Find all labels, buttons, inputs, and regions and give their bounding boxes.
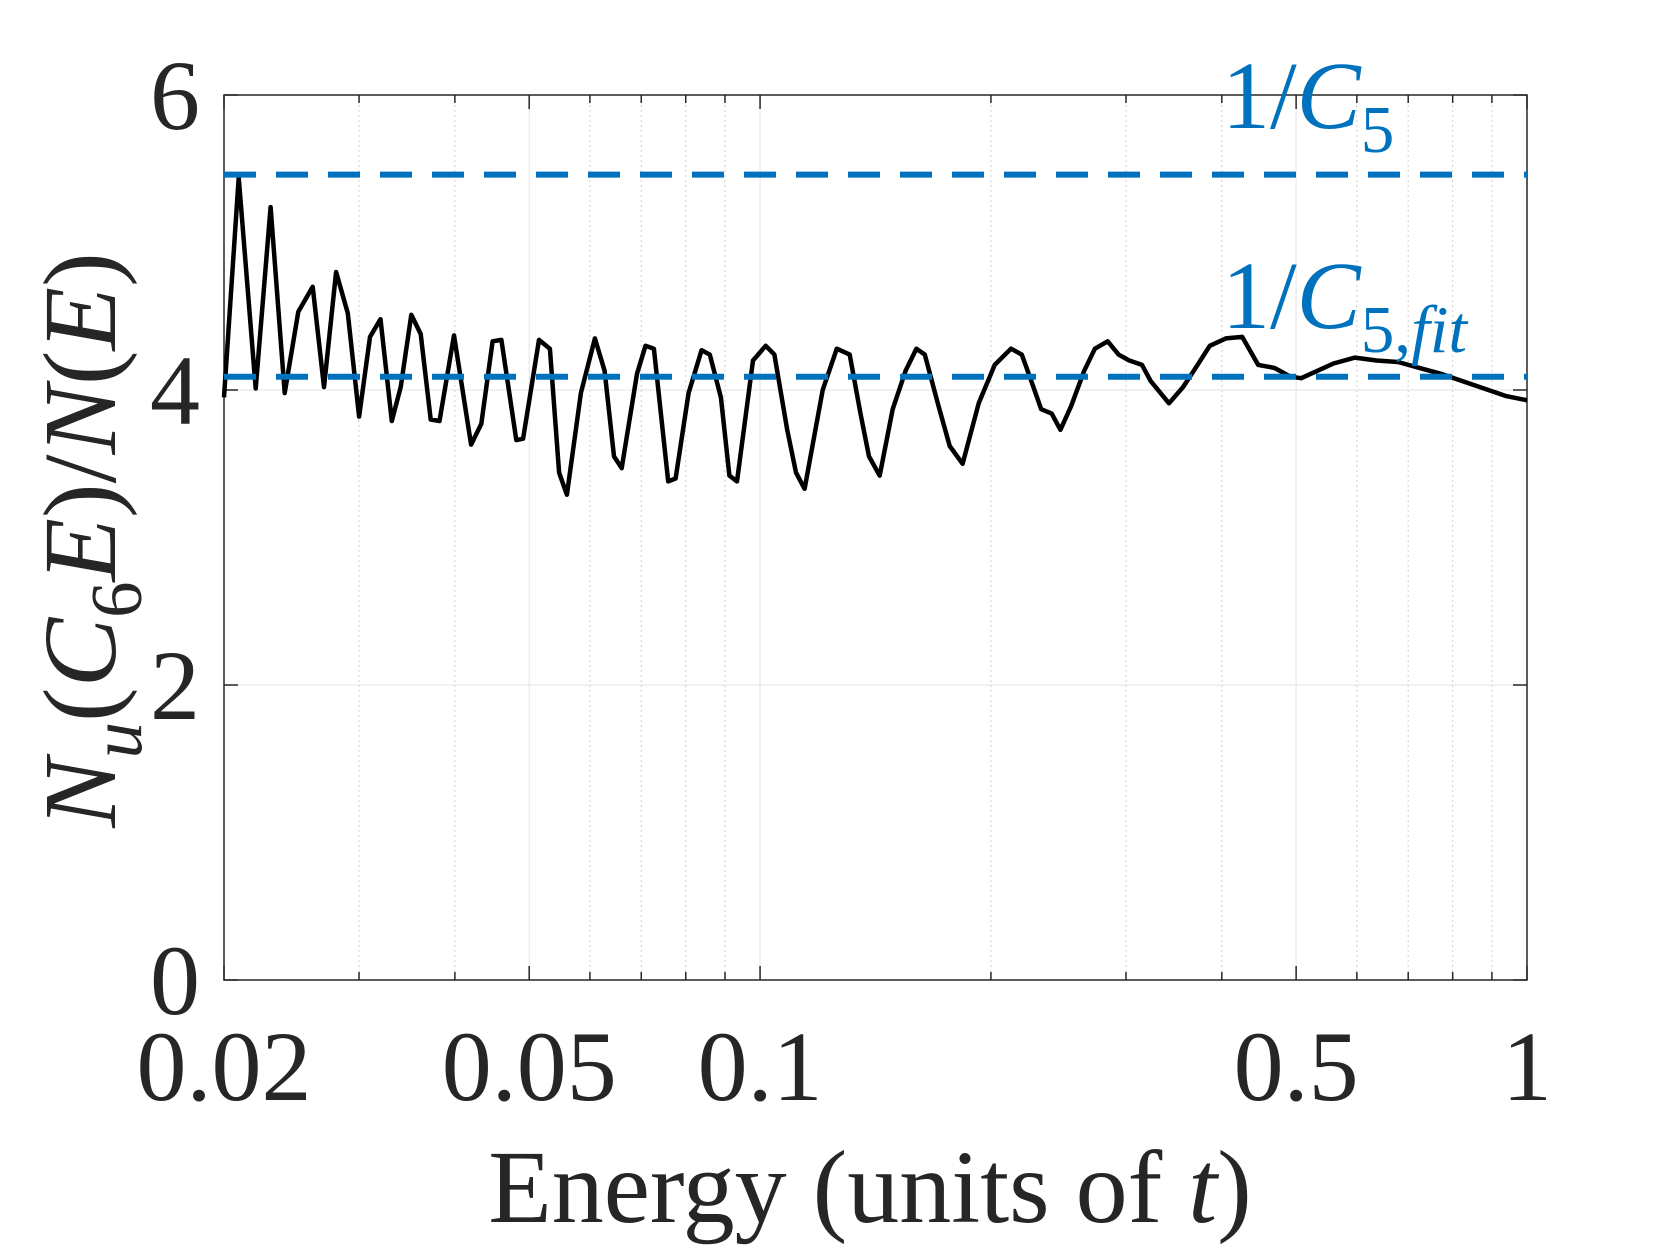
- y-tick-label: 4: [150, 335, 200, 446]
- x-tick-label: 0.02: [137, 1011, 312, 1122]
- text-part: N: [23, 379, 138, 455]
- annotation: 1/C5: [1222, 42, 1394, 167]
- x-axis-label: Energy (units of t): [488, 1130, 1252, 1245]
- text-part: ): [23, 252, 138, 287]
- text-part: (: [23, 350, 138, 385]
- text-part: fit: [1411, 292, 1469, 367]
- text-part: t: [1188, 1130, 1219, 1245]
- y-tick-label: 0: [150, 925, 200, 1036]
- text-part: 5,: [1361, 292, 1411, 367]
- text-part: Energy (units of: [488, 1130, 1188, 1245]
- x-tick-label: 0.05: [442, 1011, 617, 1122]
- x-tick-label: 0.1: [698, 1011, 823, 1122]
- text-part: 6: [76, 582, 157, 618]
- text-part: )/: [23, 454, 138, 518]
- text-part: u: [76, 722, 157, 758]
- y-tick-label: 2: [150, 630, 200, 741]
- text-part: (: [23, 687, 138, 722]
- text-part: C: [1297, 242, 1362, 349]
- plot-frame: [223, 94, 1528, 981]
- text-part: N: [23, 753, 138, 829]
- text-part: 1/: [1222, 42, 1297, 149]
- y-tick-label: 6: [150, 40, 200, 151]
- text-part: 1/: [1222, 242, 1297, 349]
- data-line: [221, 175, 1528, 497]
- text-part: ): [1217, 1130, 1252, 1245]
- text-part: C: [23, 616, 138, 687]
- y-axis-label: Nu(C6E)/N(E): [23, 252, 157, 828]
- annotation: 1/C5,fit: [1222, 242, 1469, 367]
- x-tick-label: 1: [1502, 1011, 1552, 1122]
- text-part: C: [1297, 42, 1362, 149]
- text-part: 5: [1361, 92, 1395, 167]
- text-part: E: [23, 287, 138, 353]
- x-tick-label: 0.5: [1234, 1011, 1359, 1122]
- text-part: E: [23, 518, 138, 584]
